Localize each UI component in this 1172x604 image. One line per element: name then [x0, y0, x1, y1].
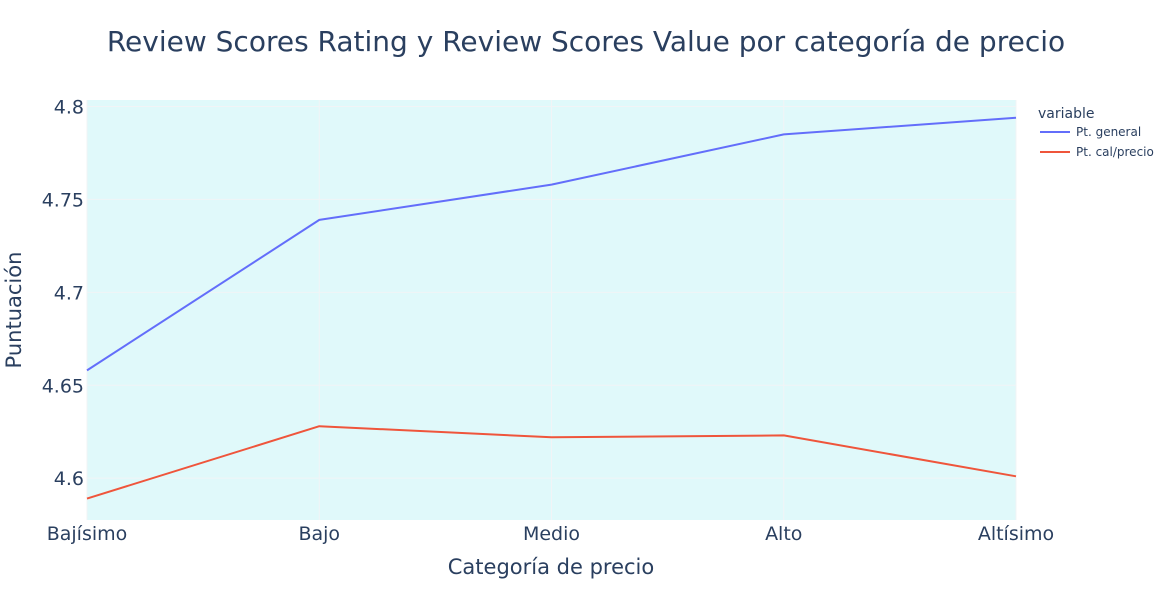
tick-layer: Bajísimo Bajo Medio Alto Altísimo 4.6 4.65 4.7 4… [42, 97, 1054, 545]
y-tick-label: 4.6 [54, 468, 84, 490]
grid-layer [86, 100, 1017, 520]
legend-entries: Pt. general Pt. cal/precio [1040, 125, 1154, 159]
y-tick-label: 4.8 [54, 97, 84, 119]
x-tick-label: Bajísimo [47, 523, 128, 545]
chart-title: Review Scores Rating y Review Scores Val… [107, 25, 1065, 58]
series-line [86, 425, 1017, 500]
series-layer [86, 116, 1017, 500]
legend: variable Pt. general Pt. cal/precio [1038, 106, 1154, 159]
y-tick-label: 4.65 [42, 375, 84, 397]
x-tick-label: Alto [765, 523, 802, 545]
series-line [86, 116, 1017, 372]
legend-entry-label[interactable]: Pt. cal/precio [1076, 145, 1154, 159]
y-axis-title: Puntuación [2, 252, 26, 369]
legend-entry-label[interactable]: Pt. general [1076, 125, 1141, 139]
y-tick-label: 4.7 [54, 282, 84, 304]
x-tick-label: Medio [523, 523, 580, 545]
x-tick-label: Bajo [298, 523, 340, 545]
legend-title: variable [1038, 106, 1094, 122]
x-axis-title: Categoría de precio [448, 555, 654, 579]
x-tick-label: Altísimo [978, 523, 1054, 545]
y-tick-label: 4.75 [42, 189, 84, 211]
